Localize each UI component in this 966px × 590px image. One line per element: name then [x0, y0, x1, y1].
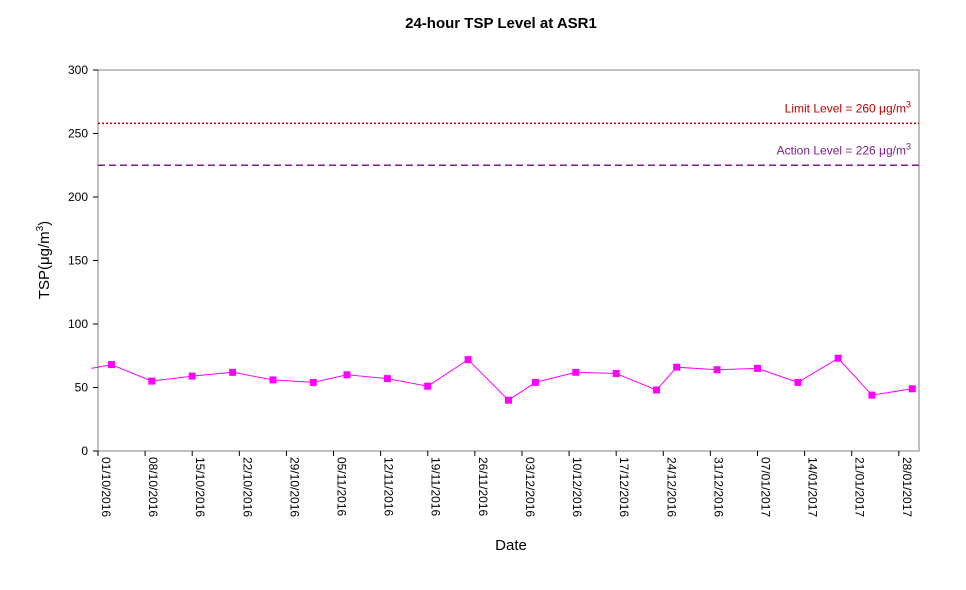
x-tick-label: 05/11/2016 [335, 457, 349, 516]
limit-level-label: Limit Level = 260 μg/m3 [785, 99, 911, 115]
series-layer [91, 354, 916, 404]
x-tick-label: 12/11/2016 [382, 457, 396, 516]
x-axis-label: Date [495, 537, 527, 554]
data-point [188, 372, 196, 380]
data-point [653, 386, 660, 394]
reference-lines: Limit Level = 260 μg/m3 Action Level = 22… [98, 99, 919, 166]
data-point [269, 376, 277, 384]
data-point [343, 371, 351, 379]
chart-title: 24-hour TSP Level at ASR1 [405, 15, 597, 32]
x-tick-label: 03/12/2016 [523, 457, 537, 517]
x-tick-label: 21/01/2017 [853, 457, 867, 517]
data-point [908, 385, 916, 393]
data-point [383, 375, 391, 383]
y-axis-label-unit: μg/m [36, 231, 53, 265]
data-point [108, 361, 115, 369]
x-tick-label: 07/01/2017 [758, 457, 772, 517]
y-tick-label: 0 [81, 444, 88, 458]
data-point [754, 364, 761, 372]
data-point [794, 378, 802, 386]
x-tick-label: 10/12/2016 [570, 457, 584, 517]
x-tick-label: 22/10/2016 [240, 457, 254, 517]
y-axis-label: TSP(μg/m3) [35, 221, 53, 299]
data-point [572, 368, 580, 376]
data-point [713, 366, 721, 374]
data-point [531, 378, 539, 386]
data-point [424, 382, 432, 390]
y-axis-label-unit-sup: 3 [35, 225, 46, 231]
x-axis: 01/10/2016 08/10/2016 15/10/2016 22/10/2016… [97, 451, 914, 517]
plot-area [97, 69, 920, 452]
x-tick-label: 19/11/2016 [429, 457, 443, 516]
x-tick-label: 28/01/2017 [900, 457, 914, 517]
x-tick-label: 14/01/2017 [806, 457, 820, 517]
y-tick-label: 200 [68, 190, 88, 204]
x-tick-label: 15/10/2016 [193, 457, 207, 517]
y-tick-label: 150 [68, 254, 88, 268]
y-axis: 0 50 100 150 200 250 300 [68, 63, 98, 458]
y-axis-label-main: TSP( [36, 265, 53, 299]
data-point [464, 356, 472, 364]
x-tick-label: 24/12/2016 [664, 457, 678, 517]
data-point [148, 377, 156, 385]
x-tick-label: 29/10/2016 [287, 457, 301, 517]
data-point [868, 391, 876, 399]
x-tick-label: 08/10/2016 [146, 457, 160, 517]
action-level-label: Action Level = 226 μg/m3 [777, 141, 911, 157]
x-tick-label: 17/12/2016 [617, 457, 631, 517]
data-point [673, 363, 681, 371]
y-tick-label: 50 [75, 381, 89, 395]
data-point [834, 354, 842, 362]
data-point [505, 396, 512, 404]
x-tick-label: 26/11/2016 [476, 457, 490, 516]
data-point [229, 368, 237, 376]
data-point [612, 370, 620, 377]
y-tick-label: 100 [68, 317, 88, 331]
x-tick-label: 31/12/2016 [711, 457, 725, 517]
x-tick-label: 01/10/2016 [99, 457, 113, 517]
y-tick-label: 250 [68, 127, 88, 141]
y-axis-label-close: ) [36, 221, 53, 226]
y-tick-label: 300 [68, 63, 88, 77]
data-point [309, 378, 317, 386]
